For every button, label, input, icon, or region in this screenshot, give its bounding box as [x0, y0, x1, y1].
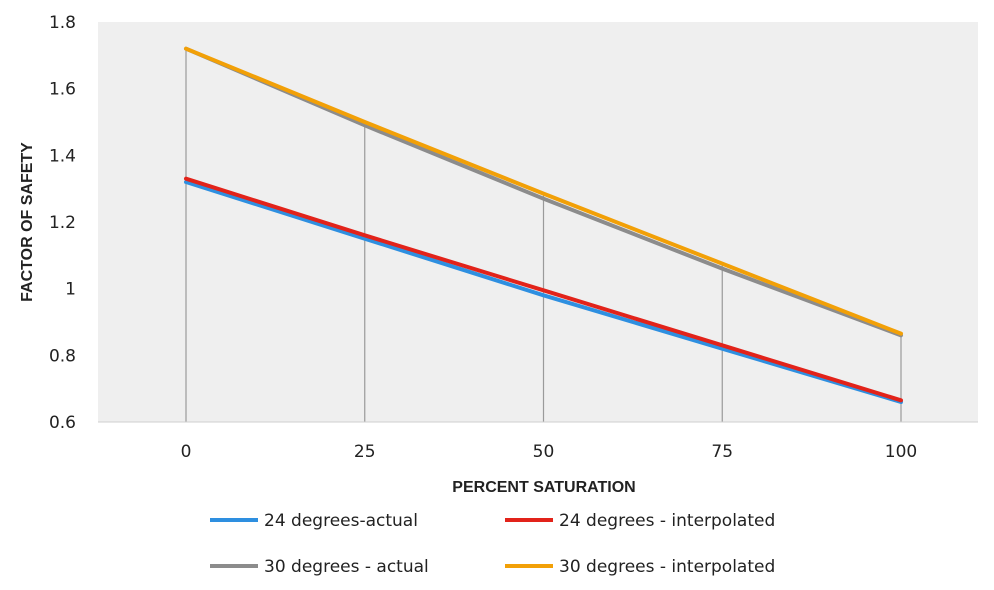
plot-area	[98, 22, 978, 422]
legend: 24 degrees-actual 24 degrees - interpolat…	[210, 511, 775, 577]
y-axis-ticks: 0.6 0.8 1 1.2 1.4 1.6 1.8	[49, 13, 76, 433]
y-tick-label: 0.6	[49, 413, 76, 433]
drop-lines	[185, 48, 902, 422]
y-tick-label: 0.8	[49, 346, 76, 366]
y-tick-label: 1.2	[49, 213, 76, 233]
x-axis-ticks: 0 25 50 75 100	[181, 442, 918, 462]
series-line	[184, 180, 903, 404]
x-tick-label: 50	[533, 442, 555, 462]
x-tick-label: 25	[354, 442, 376, 462]
x-tick-label: 100	[885, 442, 917, 462]
legend-label: 24 degrees - interpolated	[559, 511, 775, 531]
y-tick-label: 1.8	[49, 13, 76, 33]
legend-label: 24 degrees-actual	[264, 511, 418, 531]
x-axis-title: PERCENT SATURATION	[452, 479, 635, 496]
legend-label: 30 degrees - actual	[264, 557, 429, 577]
series-line	[184, 176, 903, 403]
x-tick-label: 0	[181, 442, 192, 462]
y-tick-label: 1.6	[49, 80, 76, 100]
series-lines	[184, 46, 903, 404]
y-axis-title: FACTOR OF SAFETY	[19, 142, 36, 302]
series-line	[184, 46, 903, 336]
legend-label: 30 degrees - interpolated	[559, 557, 775, 577]
y-tick-label: 1	[65, 280, 76, 300]
y-tick-label: 1.4	[49, 146, 76, 166]
series-line	[184, 46, 903, 338]
x-tick-label: 75	[711, 442, 733, 462]
